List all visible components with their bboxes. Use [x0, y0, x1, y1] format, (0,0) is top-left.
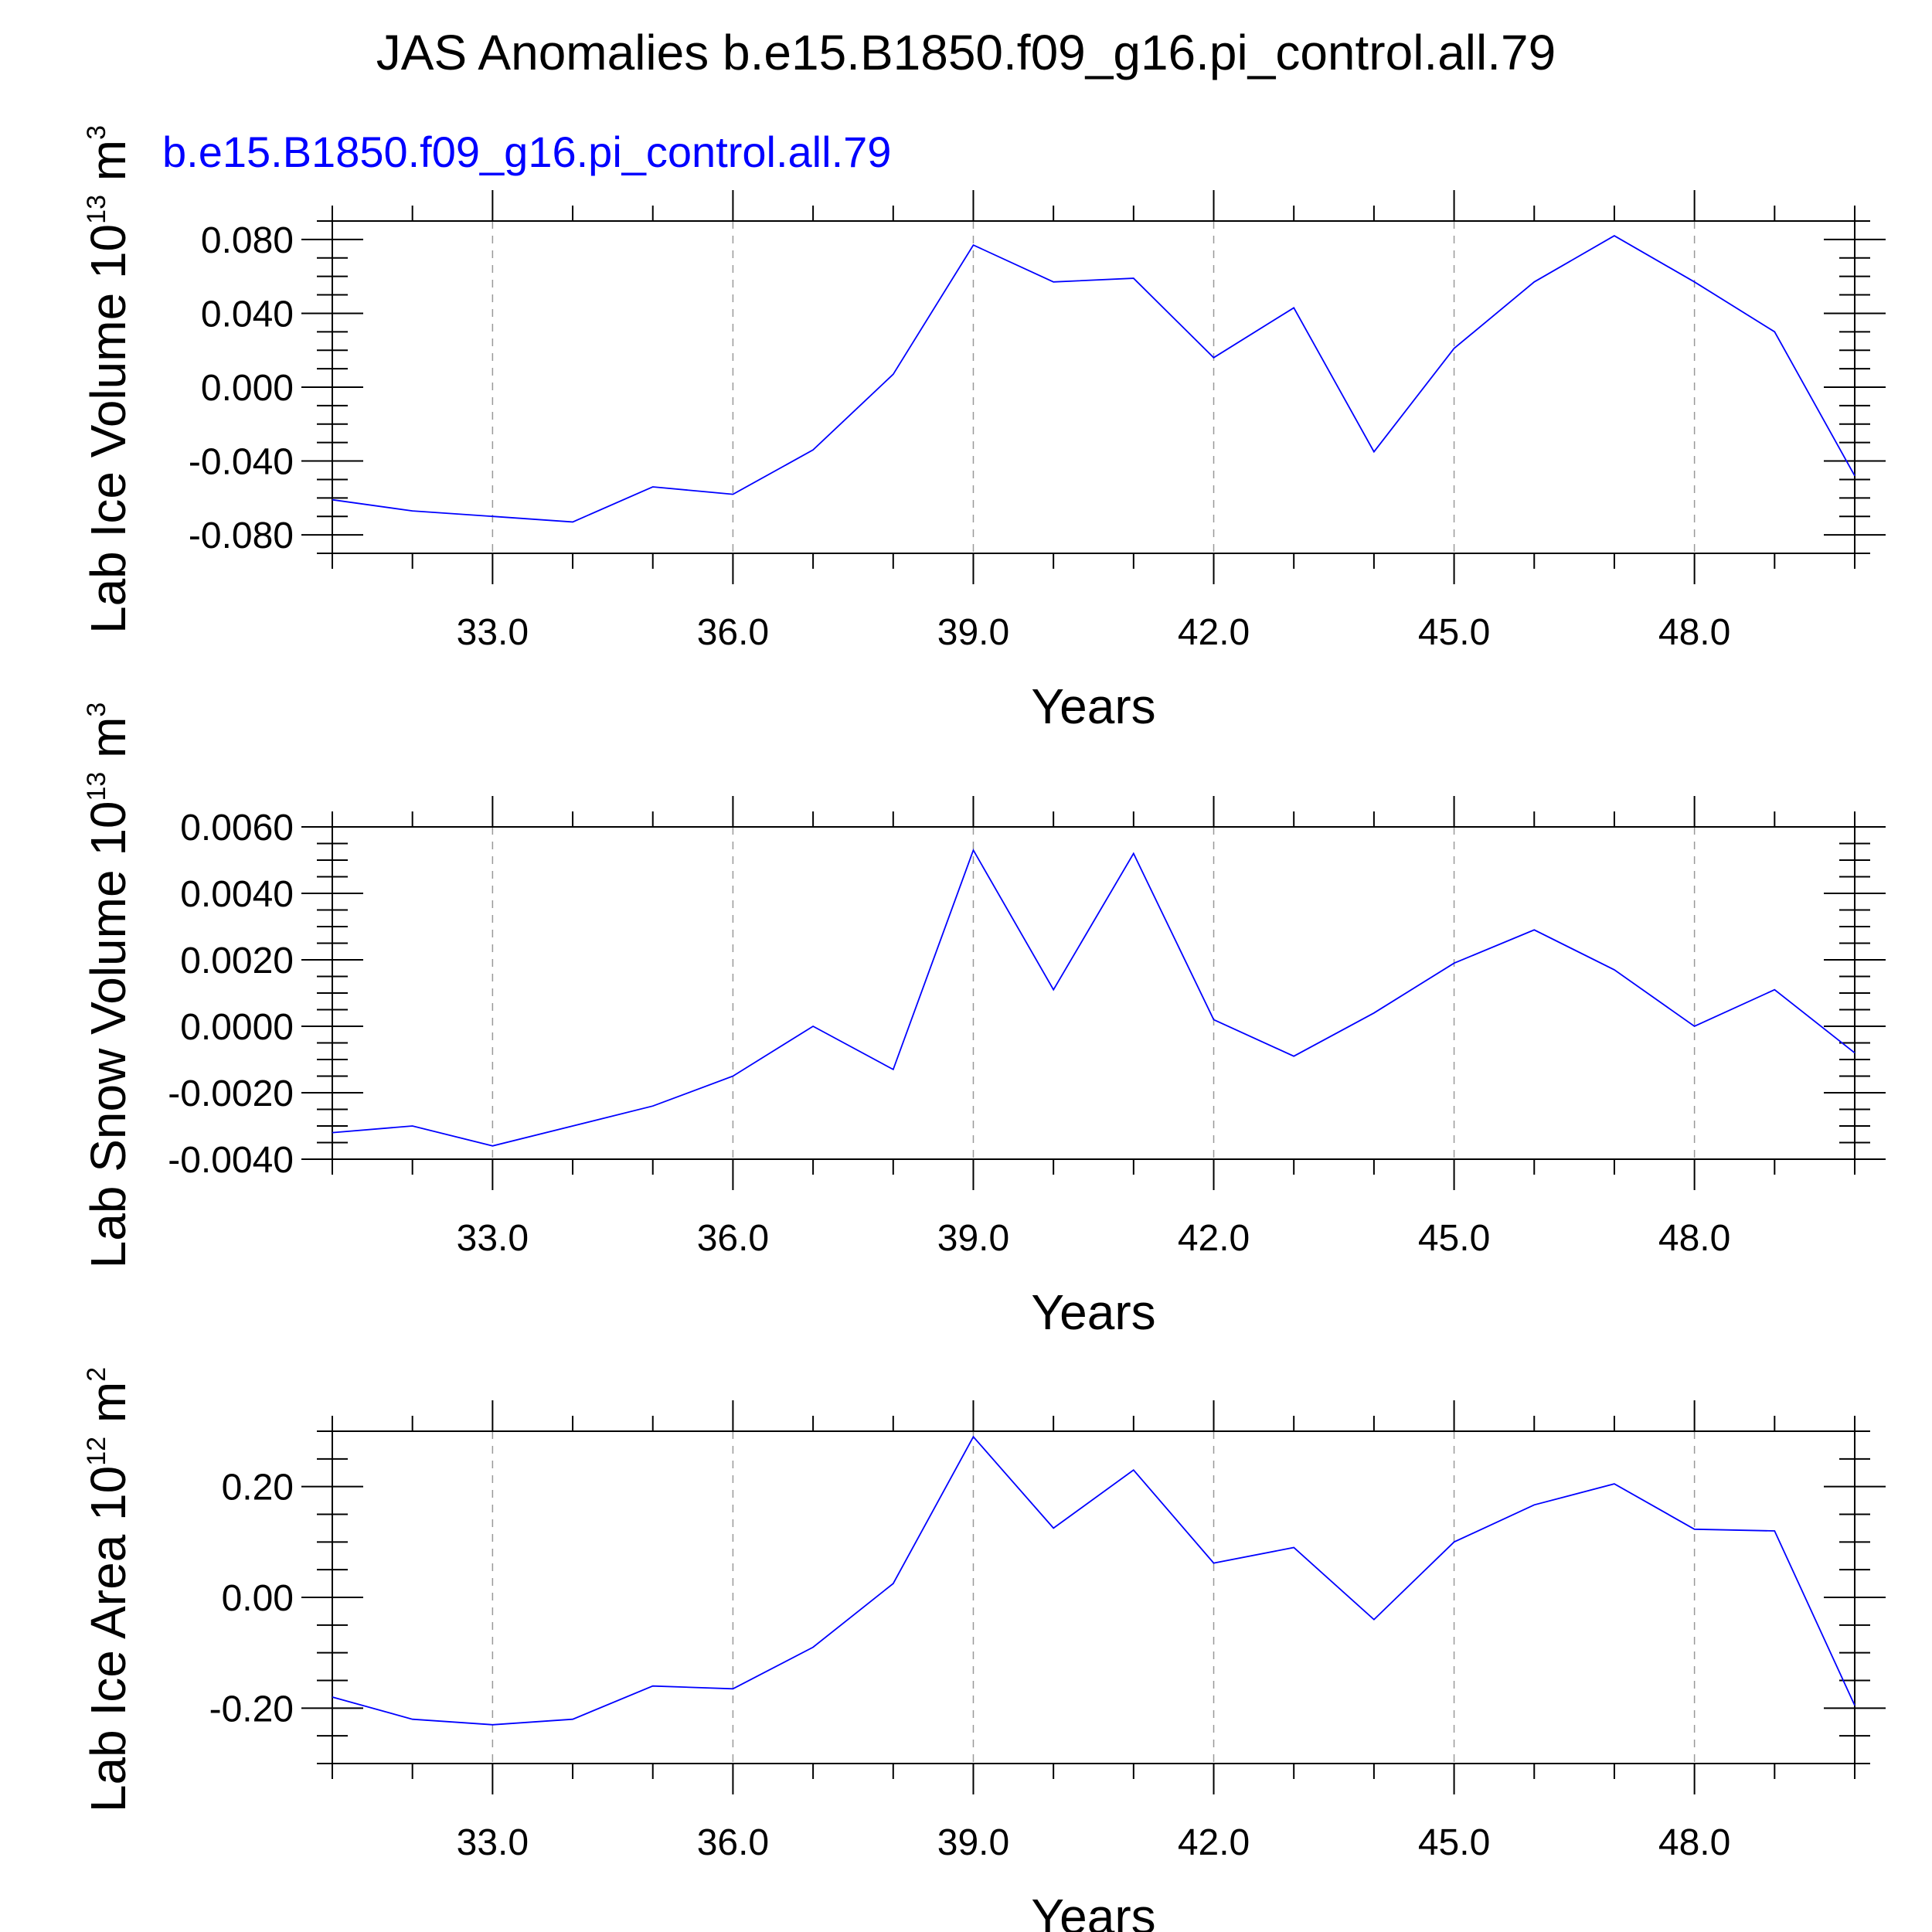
x-axis-label: Years [1031, 1889, 1155, 1932]
series-line [332, 235, 1855, 523]
x-axis-label: Years [1031, 679, 1155, 734]
x-tick-label: 48.0 [1658, 1822, 1730, 1863]
plot-frame [332, 826, 1855, 1160]
x-tick-label: 39.0 [937, 1218, 1009, 1259]
y-axis-label-text: Lab Snow Volume 10 [80, 801, 136, 1268]
y-axis-label-unit: m [80, 1382, 136, 1437]
y-tick-label: -0.20 [209, 1689, 294, 1730]
y-axis-label-exponent: 12 [82, 1437, 111, 1466]
y-axis-label-unit: m [80, 140, 136, 195]
y-tick-label: 0.0040 [180, 874, 294, 915]
x-tick-label: 39.0 [937, 612, 1009, 653]
chart-panel-1: 33.0 36.0 39.0 42.0 45.0 48.0 -0.080 -0.040 0.00… [80, 125, 1886, 734]
x-tick-label: 45.0 [1418, 1822, 1490, 1863]
y-tick-label: 0.0060 [180, 808, 294, 849]
y-axis-label-unit-exponent: 3 [82, 125, 111, 140]
y-tick-label: 0.00 [222, 1578, 294, 1619]
y-axis-label: Lab Snow Volume 1013 m3 [80, 702, 136, 1269]
y-axis-label: Lab Ice Volume 1013 m3 [80, 125, 136, 634]
y-tick-label: 0.0000 [180, 1007, 294, 1048]
x-tick-label: 33.0 [457, 612, 529, 653]
y-axis-label-text: Lab Ice Volume 10 [80, 224, 136, 634]
x-tick-label: 36.0 [697, 1822, 769, 1863]
x-tick-label: 42.0 [1178, 1218, 1250, 1259]
series-line [332, 848, 1855, 1147]
y-axis-label-text: Lab Ice Area 10 [80, 1466, 136, 1812]
y-axis-label-unit-exponent: 2 [82, 1367, 111, 1382]
y-axis-label: Lab Ice Area 1012 m2 [80, 1367, 136, 1812]
figure-title: JAS Anomalies b.e15.B1850.f09_g16.pi_con… [376, 25, 1556, 80]
chart-subtitle: b.e15.B1850.f09_g16.pi_control.all.79 [162, 128, 891, 176]
plot-frame [332, 220, 1855, 554]
y-tick-label: 0.040 [201, 294, 294, 335]
x-tick-label: 39.0 [937, 1822, 1009, 1863]
y-tick-label: 0.000 [201, 368, 294, 409]
x-tick-label: 33.0 [457, 1218, 529, 1259]
x-tick-label: 42.0 [1178, 1822, 1250, 1863]
chart-panel-2: 33.0 36.0 39.0 42.0 45.0 48.0 -0.0040 -0.0020 0.… [80, 702, 1886, 1340]
series-line [332, 1435, 1855, 1726]
y-tick-label: 0.0020 [180, 940, 294, 981]
x-tick-label: 36.0 [697, 612, 769, 653]
x-tick-label: 48.0 [1658, 1218, 1730, 1259]
x-axis-label: Years [1031, 1284, 1155, 1340]
y-tick-label: -0.0020 [168, 1073, 294, 1114]
x-tick-label: 42.0 [1178, 612, 1250, 653]
y-axis-label-exponent: 13 [82, 195, 111, 224]
y-tick-label: -0.080 [189, 515, 294, 556]
y-tick-label: 0.20 [222, 1468, 294, 1509]
y-tick-label: 0.080 [201, 220, 294, 261]
y-tick-label: -0.040 [189, 442, 294, 483]
x-tick-label: 48.0 [1658, 612, 1730, 653]
x-tick-label: 45.0 [1418, 1218, 1490, 1259]
chart-panel-3: 33.0 36.0 39.0 42.0 45.0 48.0 -0.20 0.00 0.20 Yea… [80, 1367, 1886, 1932]
panels: 33.0 36.0 39.0 42.0 45.0 48.0 -0.080 -0.040 0.00… [80, 125, 1886, 1932]
y-axis-label-unit-exponent: 3 [82, 702, 111, 717]
x-tick-label: 33.0 [457, 1822, 529, 1863]
x-tick-label: 36.0 [697, 1218, 769, 1259]
y-axis-label-exponent: 13 [82, 772, 111, 801]
plot-frame [332, 1430, 1855, 1764]
y-tick-label: -0.0040 [168, 1140, 294, 1181]
y-axis-label-unit: m [80, 717, 136, 772]
x-tick-label: 45.0 [1418, 612, 1490, 653]
